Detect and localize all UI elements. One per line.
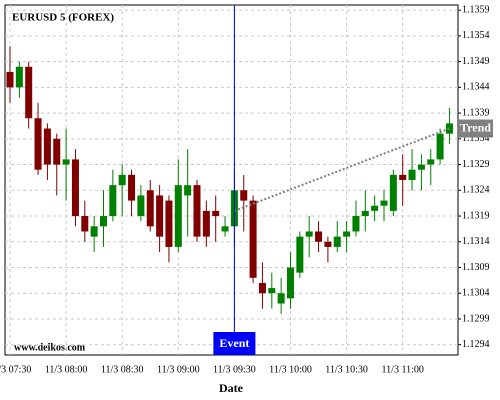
candle-body bbox=[343, 231, 351, 237]
y-tick-label: 1.1354 bbox=[462, 30, 490, 41]
candle-body bbox=[212, 210, 220, 217]
candle-body bbox=[71, 159, 79, 217]
candle-body bbox=[43, 128, 51, 165]
y-tick-label: 1.1339 bbox=[462, 107, 490, 118]
candle-body bbox=[389, 174, 397, 211]
candle-body bbox=[109, 185, 117, 217]
x-tick-label: 11/3 10:30 bbox=[325, 364, 368, 375]
candle-body bbox=[352, 216, 360, 232]
candle-body bbox=[53, 138, 61, 165]
x-tick-label: 11/3 07:30 bbox=[0, 364, 31, 375]
candle-body bbox=[165, 200, 173, 247]
candle-body bbox=[333, 236, 341, 247]
candle-body bbox=[146, 190, 154, 227]
y-tick-label: 1.1294 bbox=[462, 339, 490, 350]
candle-body bbox=[184, 185, 192, 196]
y-tick-label: 1.1299 bbox=[462, 313, 490, 324]
candle-body bbox=[240, 190, 248, 201]
candle-body bbox=[15, 66, 23, 88]
candle-body bbox=[128, 174, 136, 201]
candle-body bbox=[436, 133, 444, 160]
candle-body bbox=[81, 216, 89, 232]
candle-body bbox=[371, 205, 379, 211]
x-tick-label: 11/3 08:30 bbox=[101, 364, 144, 375]
candle-body bbox=[90, 226, 98, 237]
event-label-box bbox=[213, 332, 256, 355]
y-tick-label: 1.1309 bbox=[462, 262, 490, 273]
candle-body bbox=[174, 185, 182, 247]
candle-body bbox=[408, 169, 416, 180]
trend-line bbox=[234, 127, 450, 212]
candle-body bbox=[315, 231, 323, 242]
x-tick-label: 11/3 09:30 bbox=[213, 364, 256, 375]
candle-body bbox=[361, 210, 369, 217]
watermark: www.delkos.com bbox=[14, 342, 86, 353]
candle-body bbox=[221, 226, 229, 232]
y-tick-label: 1.1359 bbox=[462, 4, 490, 15]
candle-body bbox=[34, 118, 42, 170]
y-tick-label: 1.1329 bbox=[462, 159, 490, 170]
x-axis-label: Date bbox=[219, 381, 244, 395]
y-tick-label: 1.1324 bbox=[462, 185, 490, 196]
candle-body bbox=[137, 195, 145, 217]
y-tick-label: 1.1334 bbox=[462, 133, 490, 144]
candle-body bbox=[62, 159, 70, 165]
candle-body bbox=[417, 164, 425, 170]
y-tick-label: 1.1314 bbox=[462, 236, 490, 247]
candle-body bbox=[324, 241, 332, 247]
candle-body bbox=[118, 174, 126, 186]
x-tick-label: 11/3 11:00 bbox=[382, 364, 424, 375]
candle-body bbox=[399, 174, 407, 180]
candle-body bbox=[287, 267, 294, 299]
candle-body bbox=[296, 236, 304, 273]
x-tick-label: 11/3 08:00 bbox=[45, 364, 88, 375]
candle-body bbox=[100, 216, 107, 227]
y-tick-label: 1.1344 bbox=[462, 82, 490, 93]
candle-body bbox=[6, 71, 14, 88]
candle-body bbox=[258, 282, 266, 294]
trend-label-box bbox=[458, 119, 493, 138]
candle-body bbox=[202, 210, 210, 237]
candle-body bbox=[156, 195, 164, 237]
chart-title: EURUSD 5 (FOREX) bbox=[12, 12, 114, 24]
candle-body bbox=[427, 159, 435, 165]
candle-body bbox=[249, 200, 257, 278]
y-tick-label: 1.1304 bbox=[462, 288, 490, 299]
candle-body bbox=[445, 123, 453, 134]
y-tick-label: 1.1319 bbox=[462, 210, 490, 221]
candle-body bbox=[268, 288, 276, 294]
candle-body bbox=[193, 185, 201, 237]
candle-body bbox=[25, 66, 33, 119]
trend-label: Trend bbox=[460, 120, 491, 134]
x-tick-label: 11/3 09:00 bbox=[157, 364, 200, 375]
event-label: Event bbox=[219, 336, 249, 350]
candle-body bbox=[277, 293, 285, 304]
candle-body bbox=[380, 200, 388, 206]
x-tick-label: 11/3 10:00 bbox=[269, 364, 312, 375]
y-tick-label: 1.1349 bbox=[462, 56, 490, 67]
candle-body bbox=[305, 231, 313, 237]
